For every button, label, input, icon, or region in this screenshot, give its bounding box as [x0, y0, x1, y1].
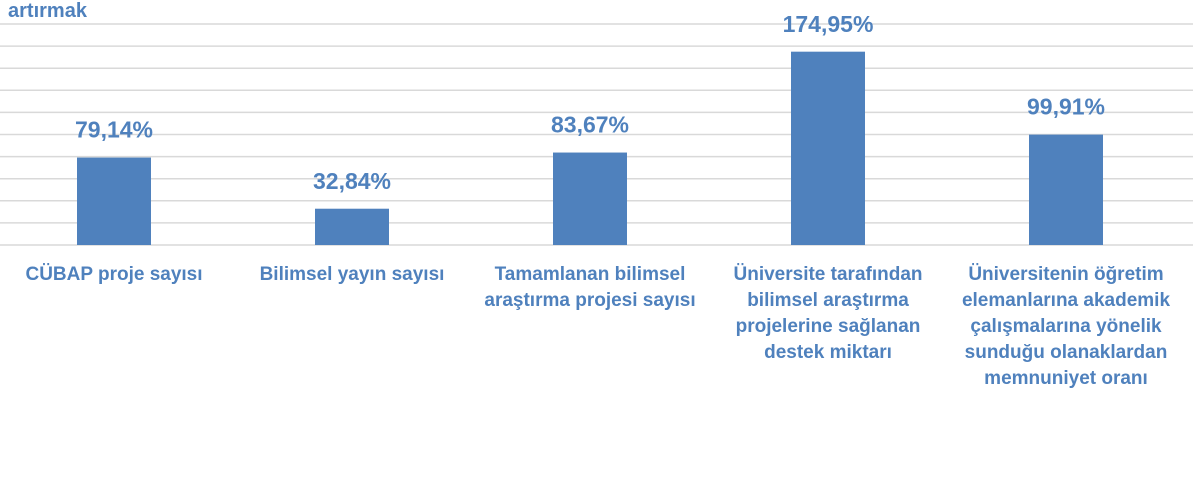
- x-tick-label: Üniversite tarafından bilimsel araştırma…: [733, 264, 923, 363]
- data-label: 99,91%: [1027, 94, 1105, 120]
- x-tick-label: Üniversitenin öğretim elemanlarına akade…: [961, 264, 1171, 389]
- x-tick-label: Bilimsel yayın sayısı: [259, 264, 445, 285]
- data-label: 32,84%: [313, 168, 391, 194]
- bar: [315, 208, 389, 245]
- data-label: 174,95%: [783, 11, 874, 37]
- bar: [791, 51, 865, 245]
- bar: [1029, 134, 1103, 245]
- data-label: 79,14%: [75, 117, 153, 143]
- data-label: 83,67%: [551, 112, 629, 138]
- bar: [553, 152, 627, 245]
- bar: [77, 157, 151, 245]
- chart-title: artırmak: [8, 0, 87, 22]
- x-tick-label: CÜBAP proje sayısı: [25, 264, 203, 285]
- x-tick-label: Tamamlanan bilimsel araştırma projesi sa…: [484, 264, 696, 311]
